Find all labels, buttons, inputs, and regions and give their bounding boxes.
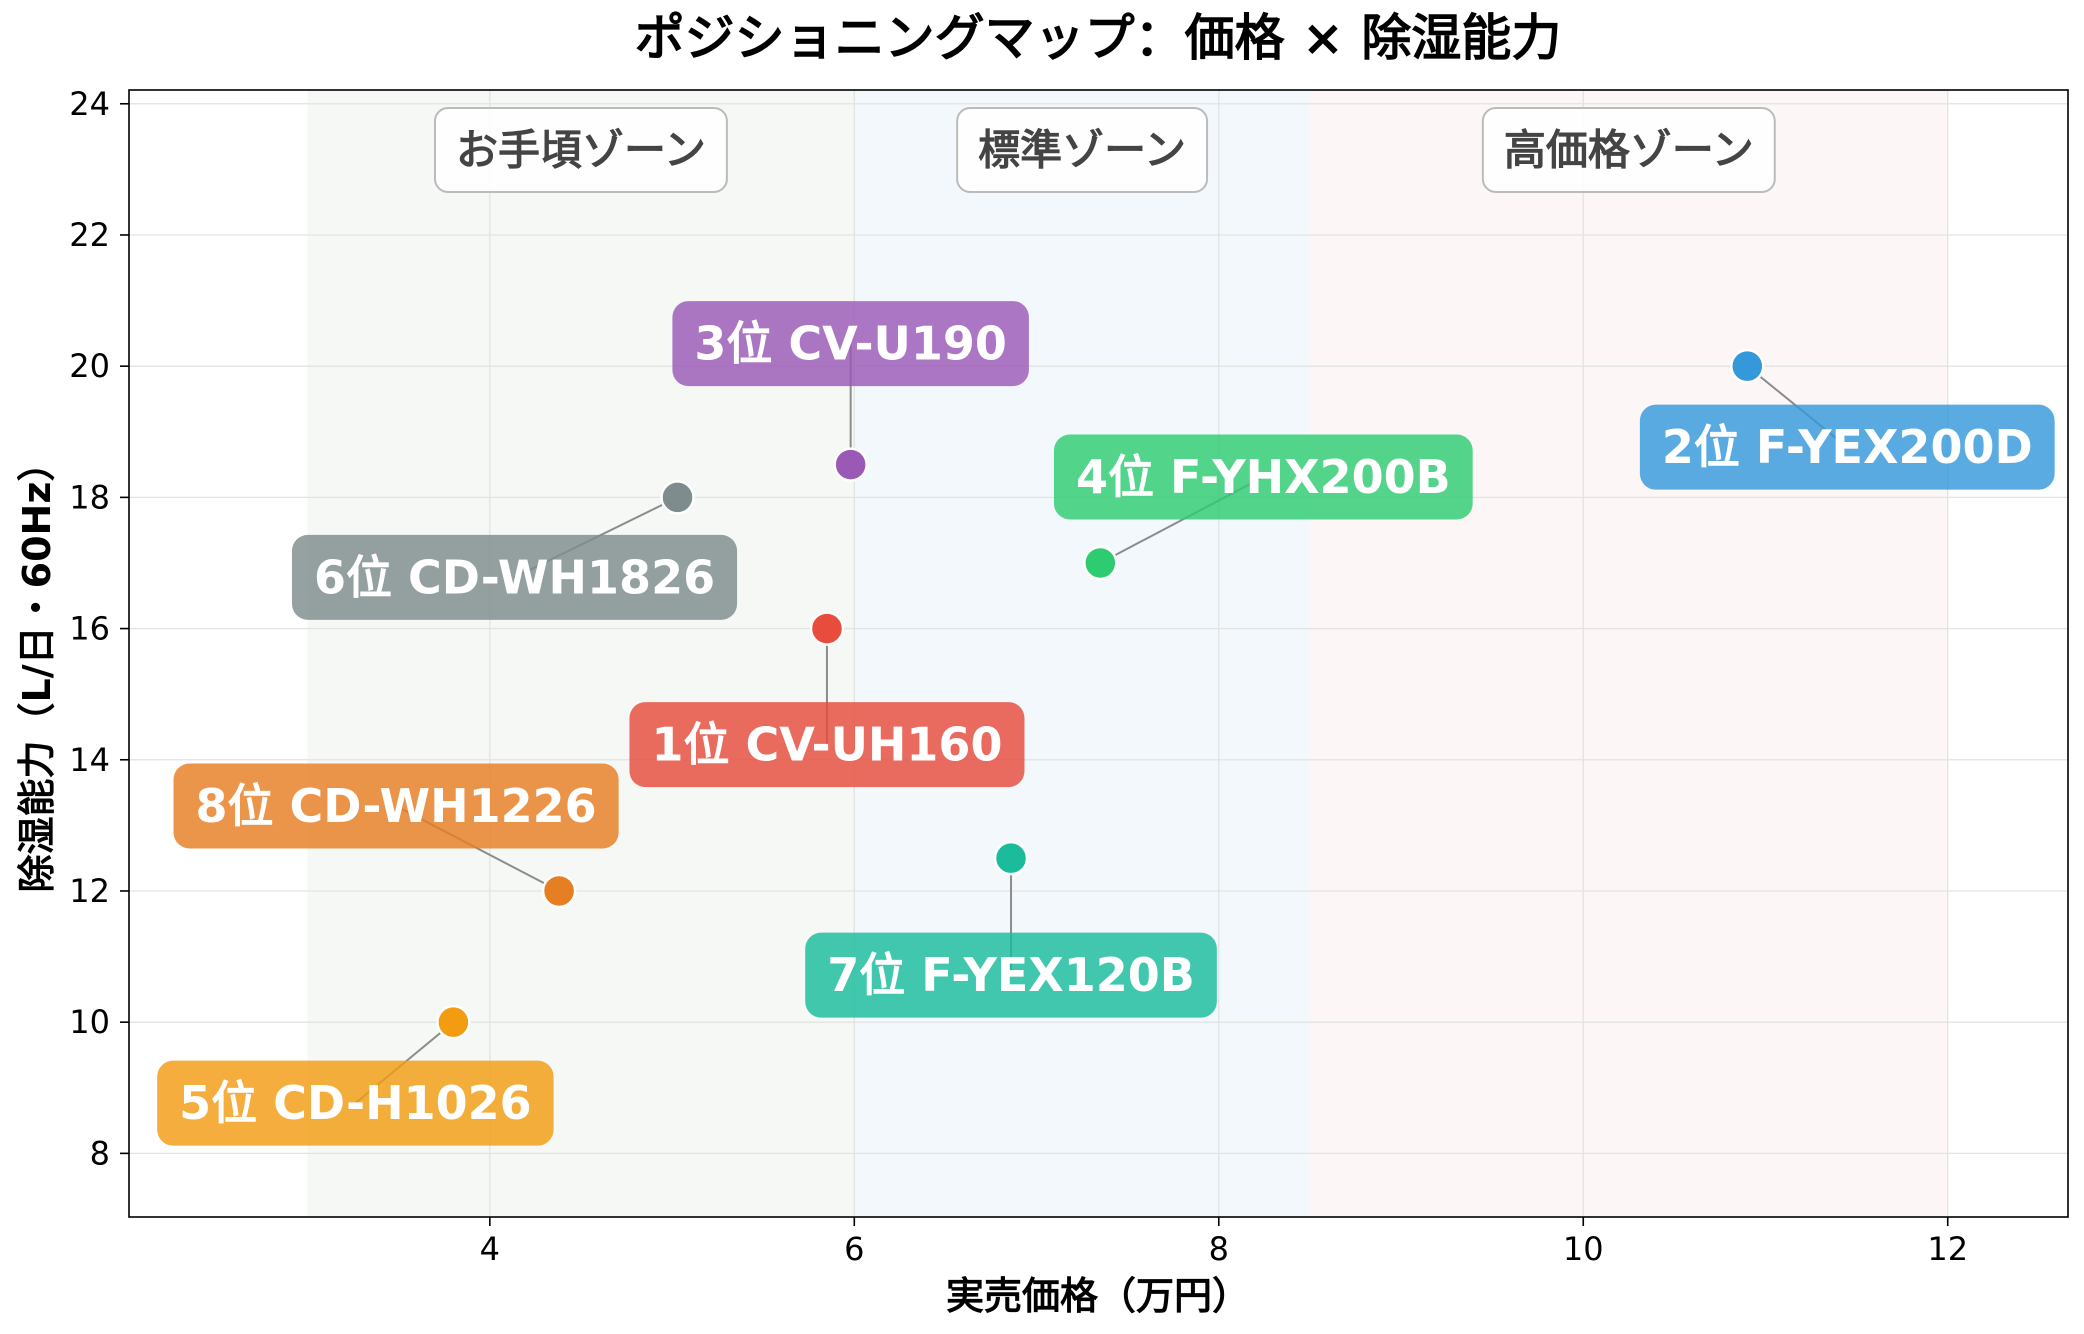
zone-label-box (433, 107, 728, 193)
x-tick-label: 6 (844, 1230, 864, 1268)
data-label-text: 8位 CD-WH1226 (196, 779, 597, 833)
zone-label-box (956, 107, 1209, 193)
data-label-box (1639, 404, 2055, 490)
zone-label: お手頃ゾーン (433, 107, 728, 193)
data-point (993, 840, 1029, 876)
y-tick-label: 24 (69, 85, 110, 123)
zone-label-box (1481, 107, 1776, 193)
data-label: 6位 CD-WH1826 (291, 534, 738, 620)
data-labels: 1位 CV-UH160 2位 F-YEX200D 3位 CV-U190 4位 F-YH… (157, 301, 2055, 1146)
x-tick-label: 10 (1563, 1230, 1604, 1268)
data-label-text: 6位 CD-WH1826 (314, 550, 715, 604)
zone-label-text: お手頃ゾーン (456, 126, 706, 175)
data-point (660, 480, 695, 515)
data-label: 8位 CD-WH1226 (173, 763, 619, 849)
data-point (1083, 545, 1118, 581)
zone-bands (307, 90, 1948, 1217)
y-tick-label: 12 (69, 872, 110, 910)
y-tick-label: 8 (90, 1134, 110, 1172)
data-label-text: 2位 F-YEX200D (1662, 420, 2033, 474)
data-label: 1位 CV-UH160 (629, 702, 1025, 788)
plot-frame (128, 89, 2069, 1218)
data-point (1730, 348, 1765, 384)
zone-label: 標準ゾーン (956, 107, 1209, 193)
axis-ticks: 4 6 8 10 12 8 10 12 14 16 18 20 22 24 (69, 85, 1968, 1268)
y-tick-label: 14 (69, 741, 110, 779)
zone-labels: お手頃ゾーン 標準ゾーン 高価格ゾーン (433, 107, 1776, 193)
data-label: 3位 CV-U190 (672, 301, 1029, 387)
data-point (833, 447, 868, 482)
data-label-text: 4位 F-YHX200B (1076, 450, 1451, 504)
data-label-text: 7位 F-YEX120B (827, 948, 1195, 1002)
data-label-box (672, 301, 1029, 387)
zone-label: 高価格ゾーン (1481, 107, 1776, 193)
chart-title: ポジショニングマップ：価格 × 除湿能力 (635, 9, 1562, 67)
data-label-box (805, 932, 1217, 1018)
data-points (436, 348, 1765, 1040)
x-tick-label: 12 (1927, 1230, 1968, 1268)
data-label-text: 5位 CD-H1026 (179, 1076, 531, 1130)
data-label-box (173, 763, 619, 849)
data-point (436, 1004, 471, 1040)
data-label: 4位 F-YHX200B (1053, 434, 1473, 520)
zone-band (1309, 90, 1948, 1217)
y-tick-label: 20 (69, 347, 110, 385)
x-tick-label: 8 (1209, 1230, 1229, 1268)
data-label-text: 1位 CV-UH160 (651, 718, 1002, 772)
x-tick-label: 4 (480, 1230, 500, 1268)
zone-label-text: 標準ゾーン (978, 126, 1186, 175)
y-tick-label: 18 (69, 478, 110, 516)
zone-band (307, 90, 855, 1217)
x-axis-label: 実売価格（万円） (946, 1274, 1250, 1318)
data-point (541, 873, 577, 909)
data-label-box (629, 702, 1025, 788)
y-tick-label: 10 (69, 1003, 110, 1041)
y-axis-label: 除湿能力（L/日・60Hz） (15, 444, 59, 893)
data-label-text: 3位 CV-U190 (694, 317, 1007, 371)
data-label: 7位 F-YEX120B (805, 932, 1217, 1018)
zone-label-text: 高価格ゾーン (1504, 126, 1754, 175)
data-label-box (157, 1060, 554, 1146)
data-label-box (1053, 434, 1473, 520)
y-tick-label: 16 (69, 610, 110, 648)
data-point (809, 611, 845, 646)
data-label-box (291, 534, 738, 620)
data-label: 2位 F-YEX200D (1639, 404, 2055, 490)
data-label: 5位 CD-H1026 (157, 1060, 554, 1146)
zone-band (854, 90, 1310, 1217)
y-tick-label: 22 (69, 216, 110, 254)
